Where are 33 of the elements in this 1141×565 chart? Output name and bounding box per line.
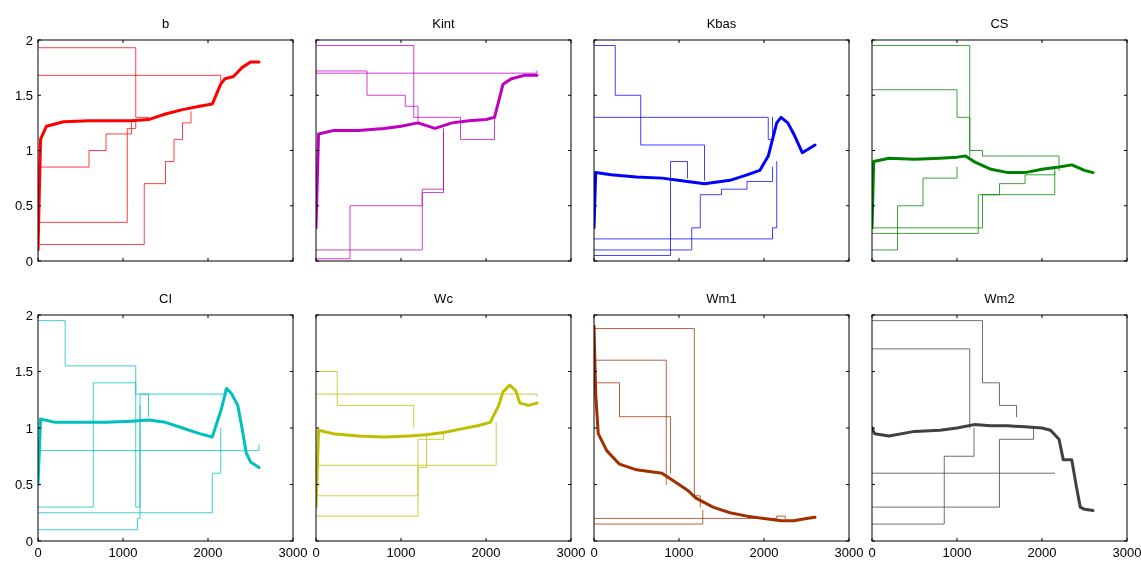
x-tick-label: 1000 (108, 545, 138, 560)
x-tick-label: 2000 (471, 545, 501, 560)
x-tick-label: 0 (868, 545, 876, 560)
y-tick-label: 0.5 (14, 477, 33, 493)
chart-title: b (161, 16, 170, 31)
y-tick-label: 1 (25, 420, 33, 436)
y-tick-label: 2 (25, 307, 33, 323)
y-tick-label: 1.5 (14, 364, 33, 380)
x-tick-label: 3000 (278, 545, 308, 560)
x-tick-label: 0 (312, 545, 320, 560)
chart-title: CS (990, 16, 1009, 31)
y-tick-label: 1.5 (14, 87, 33, 103)
x-tick-label: 2000 (1027, 545, 1057, 560)
x-tick-label: 3000 (1112, 545, 1141, 560)
x-tick-label: 3000 (834, 545, 864, 560)
y-tick-label: 0.5 (14, 198, 33, 214)
x-tick-label: 2000 (193, 545, 223, 560)
y-tick-label: 0 (25, 533, 33, 549)
chart-title: Wm2 (984, 291, 1015, 306)
x-tick-label: 2000 (749, 545, 779, 560)
x-tick-label: 0 (590, 545, 598, 560)
x-tick-label: 1000 (386, 545, 416, 560)
x-tick-label: 3000 (556, 545, 586, 560)
y-tick-label: 2 (25, 32, 33, 48)
y-tick-label: 1 (25, 143, 33, 159)
chart-title: Wc (434, 291, 454, 306)
chart-title: Wm1 (706, 291, 737, 306)
x-tick-label: 1000 (664, 545, 694, 560)
y-tick-label: 0 (25, 253, 33, 269)
chart-title: Kbas (706, 16, 737, 31)
chart-title: CI (159, 291, 172, 306)
chart-title: Kint (432, 16, 456, 31)
x-tick-label: 1000 (942, 545, 972, 560)
